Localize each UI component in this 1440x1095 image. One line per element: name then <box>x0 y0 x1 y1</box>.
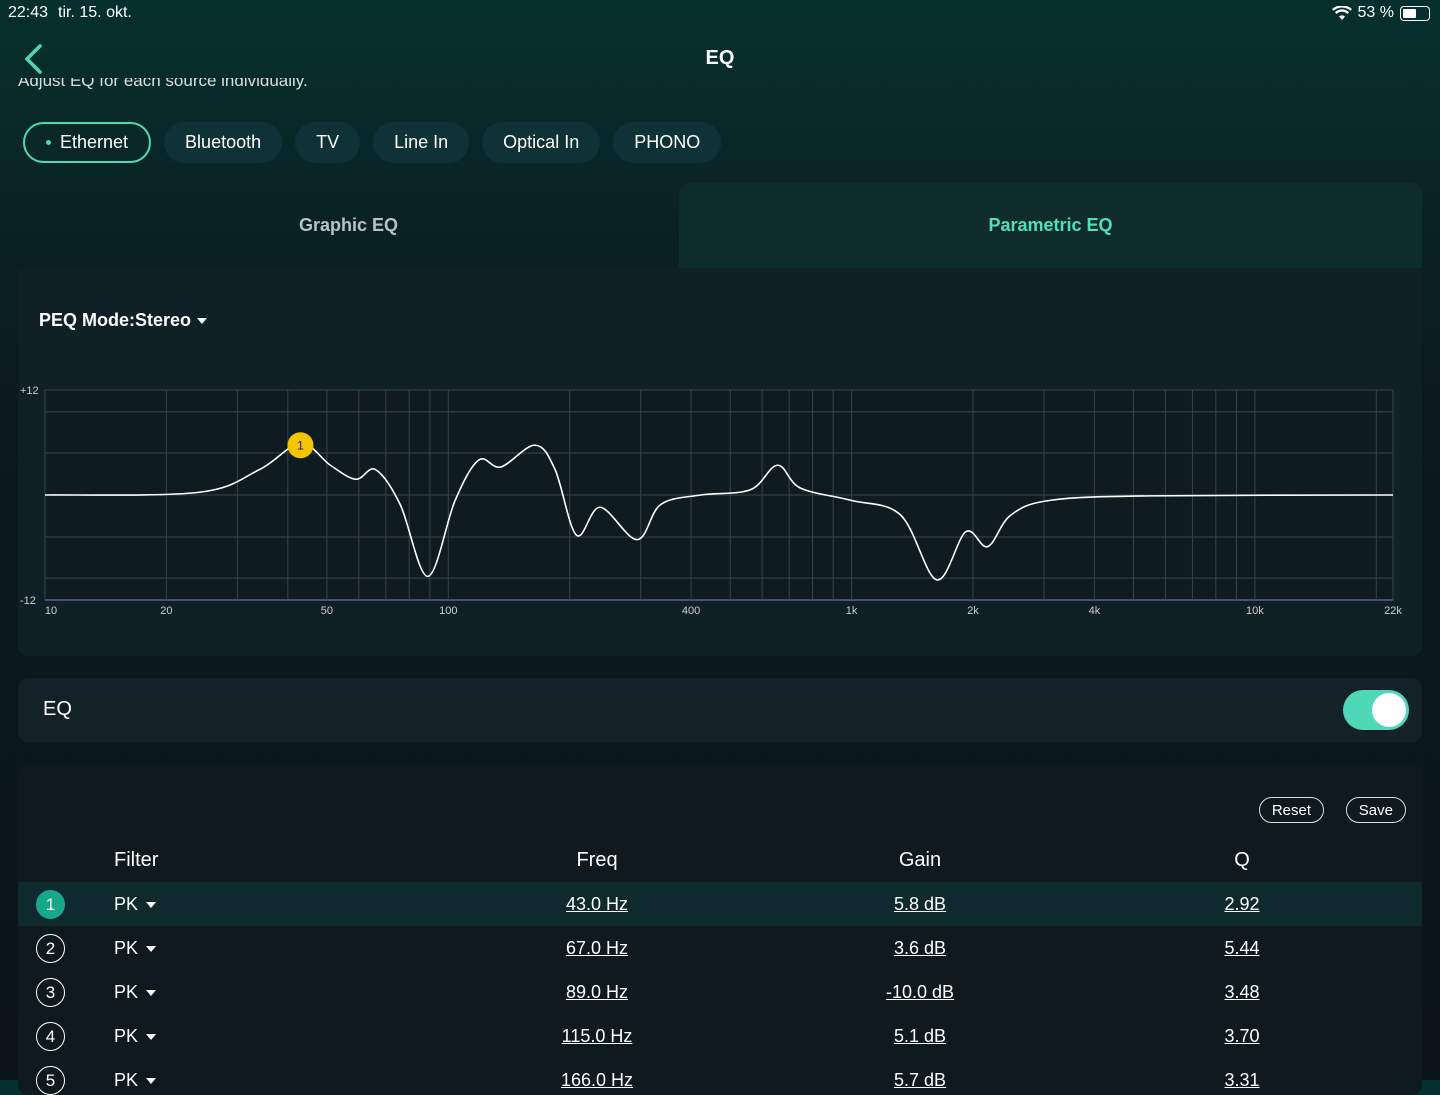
source-optical-in[interactable]: Optical In <box>482 122 601 163</box>
eq-response-chart[interactable]: +12 -12 10 20 50 100 400 1k 2k 4k 10k 22k 1 <box>0 378 1440 623</box>
gain-value[interactable]: 5.8 dB <box>893 894 947 914</box>
filter-type: PK <box>114 982 139 1002</box>
status-bar: 22:43 tir. 15. okt. <box>8 4 142 22</box>
filter-type-dropdown[interactable]: PK <box>114 938 157 959</box>
page-subtitle: Adjust EQ for each source individually. <box>18 78 308 90</box>
peq-mode-dropdown[interactable]: PEQ Mode:Stereo <box>39 310 208 331</box>
filter-type-dropdown[interactable]: PK <box>114 1026 157 1047</box>
gain-value[interactable]: -10.0 dB <box>885 982 955 1002</box>
chevron-down-icon <box>197 317 208 324</box>
y-tick-label: -12 <box>20 595 36 607</box>
filter-marker-1[interactable] <box>287 432 314 459</box>
freq-value[interactable]: 115.0 Hz <box>561 1026 633 1046</box>
filter-number[interactable]: 5 <box>36 1066 65 1095</box>
source-selector: Ethernet Bluetooth TV Line In Optical In… <box>23 122 722 163</box>
wifi-icon <box>1331 5 1352 20</box>
peq-mode-label: PEQ Mode:Stereo <box>39 310 192 330</box>
freq-value[interactable]: 166.0 Hz <box>560 1070 634 1090</box>
status-right: 53 % <box>1331 4 1430 22</box>
table-row[interactable]: 4 PK 115.0 Hz 5.1 dB 3.70 <box>18 1014 1422 1058</box>
eq-response-curve <box>44 442 1394 581</box>
source-tv[interactable]: TV <box>295 122 361 163</box>
filter-type: PK <box>114 894 139 914</box>
filter-type: PK <box>114 938 139 958</box>
chevron-down-icon <box>146 989 157 996</box>
save-button[interactable]: Save <box>1345 797 1406 823</box>
table-row[interactable]: 2 PK 67.0 Hz 3.6 dB 5.44 <box>18 926 1422 970</box>
battery-percent: 53 % <box>1357 4 1394 21</box>
x-tick-label: 100 <box>439 605 457 617</box>
header-freq: Freq <box>576 849 618 871</box>
x-tick-label: 10k <box>1246 605 1264 617</box>
source-bluetooth[interactable]: Bluetooth <box>164 122 283 163</box>
page-title: EQ <box>705 47 735 69</box>
x-tick-label: 2k <box>967 605 979 617</box>
filter-type-dropdown[interactable]: PK <box>114 982 157 1003</box>
x-tick-label: 4k <box>1089 605 1101 617</box>
back-button[interactable] <box>22 42 46 76</box>
eq-toggle[interactable] <box>1343 690 1409 730</box>
q-value[interactable]: 2.92 <box>1224 894 1260 914</box>
table-row[interactable]: 1 PK 43.0 Hz 5.8 dB 2.92 <box>18 882 1422 926</box>
date: tir. 15. okt. <box>58 4 132 21</box>
eq-toggle-row: EQ <box>18 678 1422 742</box>
reset-button[interactable]: Reset <box>1258 797 1324 823</box>
filter-type-dropdown[interactable]: PK <box>114 1070 157 1091</box>
q-value[interactable]: 3.31 <box>1224 1070 1260 1090</box>
freq-value[interactable]: 43.0 Hz <box>565 894 629 914</box>
x-tick-label: 400 <box>682 605 700 617</box>
clock: 22:43 <box>8 4 49 21</box>
source-ethernet[interactable]: Ethernet <box>23 122 152 163</box>
freq-value[interactable]: 67.0 Hz <box>565 938 629 958</box>
eq-label: EQ <box>43 698 72 720</box>
q-value[interactable]: 5.44 <box>1224 938 1260 958</box>
gain-value[interactable]: 3.6 dB <box>893 938 947 958</box>
filter-type: PK <box>114 1026 139 1046</box>
filter-table: Reset Save Filter Freq Gain Q 1 PK 43.0 … <box>18 765 1422 1095</box>
x-tick-label: 20 <box>160 605 172 617</box>
filter-number[interactable]: 3 <box>36 978 65 1007</box>
filter-number[interactable]: 4 <box>36 1022 65 1051</box>
source-phono[interactable]: PHONO <box>613 122 722 163</box>
header-q: Q <box>1234 849 1250 871</box>
q-value[interactable]: 3.70 <box>1224 1026 1260 1046</box>
source-line-in[interactable]: Line In <box>373 122 470 163</box>
x-tick-label: 10 <box>45 605 57 617</box>
chevron-down-icon <box>146 1033 157 1040</box>
header-gain: Gain <box>898 849 942 871</box>
filter-type: PK <box>114 1070 139 1090</box>
filter-marker-label: 1 <box>297 438 304 452</box>
gain-value[interactable]: 5.1 dB <box>893 1026 947 1046</box>
tab-parametric-eq[interactable]: Parametric EQ <box>679 183 1422 268</box>
q-value[interactable]: 3.48 <box>1224 982 1260 1002</box>
filter-number[interactable]: 2 <box>36 934 65 963</box>
table-row[interactable]: 5 PK 166.0 Hz 5.7 dB 3.31 <box>18 1058 1422 1095</box>
header-filter: Filter <box>114 849 159 871</box>
table-row[interactable]: 3 PK 89.0 Hz -10.0 dB 3.48 <box>18 970 1422 1014</box>
gain-value[interactable]: 5.7 dB <box>893 1070 947 1090</box>
chevron-down-icon <box>146 1077 157 1084</box>
y-tick-label: +12 <box>20 385 39 397</box>
eq-tabs: Graphic EQ Parametric EQ <box>18 183 1422 268</box>
x-tick-label: 50 <box>321 605 333 617</box>
chevron-down-icon <box>146 945 157 952</box>
tab-graphic-eq[interactable]: Graphic EQ <box>298 215 399 235</box>
x-tick-label: 1k <box>846 605 858 617</box>
filter-number[interactable]: 1 <box>36 890 65 919</box>
freq-value[interactable]: 89.0 Hz <box>565 982 629 1002</box>
chevron-down-icon <box>146 901 157 908</box>
filter-type-dropdown[interactable]: PK <box>114 894 157 915</box>
battery-icon <box>1400 5 1430 21</box>
x-tick-label: 22k <box>1384 605 1402 617</box>
